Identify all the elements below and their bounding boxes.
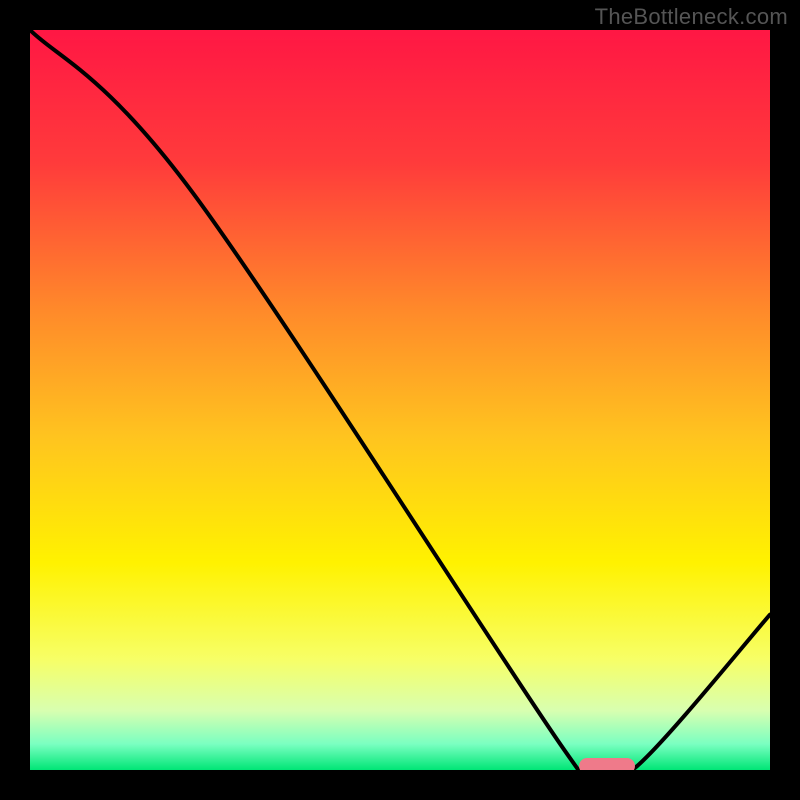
curve-line — [30, 30, 770, 770]
optimum-marker — [579, 758, 635, 770]
watermark-text: TheBottleneck.com — [595, 4, 788, 30]
plot-area — [30, 30, 770, 770]
